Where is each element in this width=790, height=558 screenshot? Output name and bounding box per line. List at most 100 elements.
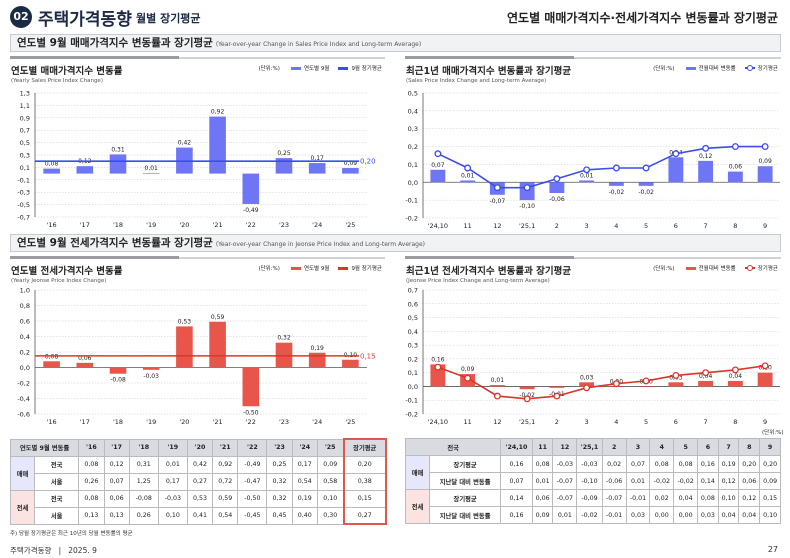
data-label: -0,50 [243, 409, 259, 416]
y-tick-label: 0,1 [408, 161, 418, 169]
section-title: 연도별 9월 매매가격지수 변동률과 장기평균 [17, 37, 213, 49]
data-label: 0,03 [580, 374, 594, 381]
bar [43, 361, 60, 368]
x-tick-label: 8 [733, 418, 737, 426]
x-tick-label: '17 [80, 221, 90, 229]
table-cell: 0,13 [103, 506, 130, 525]
x-tick-label: 6 [674, 418, 678, 426]
bar [109, 367, 127, 374]
average-point [672, 371, 680, 379]
average-point [464, 374, 472, 382]
average-label: 0,15 [360, 352, 376, 360]
average-point [493, 184, 501, 192]
table-cell: 0,13 [78, 506, 105, 525]
column-header: '18 [128, 438, 159, 457]
bar [608, 182, 624, 186]
x-tick-label: '21 [213, 418, 223, 426]
y-tick-label: 0,7 [408, 287, 418, 295]
x-tick-label: '23 [279, 418, 289, 426]
chart-subtitle: (Sales Price Index Change and Long-term … [406, 78, 547, 84]
column-header: 7 [717, 438, 740, 456]
x-tick-label: 9 [763, 418, 767, 426]
chart-recent-sales: -0,2 -0,1 0,0 0,1 0,2 0,3 0,4 0,5 0,07 '24,10 0,01… [405, 90, 780, 230]
y-tick-label: 0,5 [408, 90, 418, 98]
data-label: 0,04 [729, 373, 743, 380]
column-header: '22 [237, 438, 268, 457]
data-label: -0,49 [243, 207, 259, 214]
column-header: 8 [738, 438, 761, 456]
section-title-en: (Year-over-year Change in Sales Price In… [215, 41, 422, 48]
section-title: 연도별 9월 전세가격지수 변동률과 장기평균 [17, 237, 213, 249]
data-label: -0,02 [609, 189, 625, 196]
bar [109, 154, 127, 174]
data-label: 0,08 [45, 161, 59, 168]
x-tick-label: 6 [674, 222, 678, 230]
y-tick-label: 1,3 [20, 90, 30, 98]
x-tick-label: '24 [312, 221, 322, 229]
average-point [493, 392, 501, 400]
legend-label: 연도별 9월 [303, 266, 330, 272]
average-point [642, 377, 650, 385]
bar [727, 171, 743, 183]
bar [489, 385, 505, 387]
x-tick-label: '21 [213, 221, 223, 229]
table-cell: 0,16 [500, 506, 533, 524]
column-header: 9 [759, 438, 781, 456]
x-tick-label: '25,1 [519, 222, 535, 230]
data-label: 0,17 [311, 155, 325, 162]
table-cell: -0,10 [576, 472, 603, 490]
footer-publication: 주택가격동향 [10, 546, 52, 555]
table-cell: 0,17 [157, 472, 188, 491]
data-label: 0,08 [45, 353, 59, 360]
group-label: 전세 [405, 489, 430, 524]
table-row: 매매 장기평균 0,16 0,08 -0,03 -0,03 0,02 0,07 0,08 0,08… [405, 455, 781, 490]
column-header: '24,10 [500, 438, 533, 456]
data-label: 0,01 [461, 173, 475, 180]
average-point [612, 164, 620, 172]
table-cell: 0,01 [157, 455, 188, 474]
table-cell: 0,12 [103, 455, 130, 474]
table-cell: -0,06 [601, 472, 627, 490]
legend-label: 연도별 9월 [303, 66, 330, 72]
table-cell: 0,15 [759, 489, 781, 507]
y-tick-label: 0,3 [20, 152, 30, 160]
bar [142, 367, 160, 370]
table-cell: 0,20 [759, 455, 781, 473]
average-point [731, 143, 739, 151]
row-label: 장기평균 [428, 455, 502, 473]
data-label: 0,06 [729, 164, 743, 171]
y-tick-label: 0,7 [20, 127, 30, 135]
y-tick-label: 1,0 [20, 287, 30, 295]
data-label: 0,25 [277, 150, 291, 157]
y-tick-label: 0,4 [408, 328, 418, 336]
table-cell: 0,26 [128, 506, 159, 525]
data-label: 0,32 [277, 335, 291, 342]
chart-divider [10, 56, 385, 59]
column-header: '25 [316, 438, 345, 457]
average-point [553, 392, 561, 400]
table-cell: 0,01 [625, 472, 651, 490]
long-term-average-line [437, 145, 766, 189]
x-tick-label: '24 [312, 418, 322, 426]
average-point [702, 369, 710, 377]
bar [549, 386, 565, 388]
average-point [523, 184, 531, 192]
bar [209, 321, 226, 368]
column-header: 5 [673, 438, 699, 456]
average-point [702, 144, 710, 152]
bar [698, 380, 714, 387]
data-label: 0,01 [491, 377, 505, 384]
bar [308, 352, 326, 368]
unit-label: (단위:%) [258, 266, 280, 272]
column-header: '23 [266, 438, 293, 457]
y-tick-label: -0,7 [17, 214, 30, 222]
table-cell: 0,32 [266, 489, 293, 508]
table-cell: 0,59 [212, 489, 239, 508]
table-cell: 0,72 [212, 472, 239, 491]
table-cell: -0,02 [576, 506, 603, 524]
y-tick-label: 0,5 [408, 314, 418, 322]
column-header: '19 [157, 438, 188, 457]
x-tick-label: '19 [146, 418, 156, 426]
average-point [553, 175, 561, 183]
x-tick-label: '16 [47, 221, 57, 229]
